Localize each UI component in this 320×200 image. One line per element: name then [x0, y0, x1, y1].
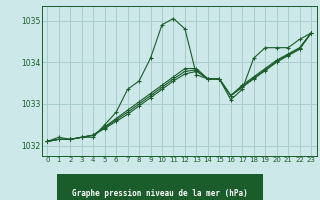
- Text: Graphe pression niveau de la mer (hPa): Graphe pression niveau de la mer (hPa): [72, 189, 248, 198]
